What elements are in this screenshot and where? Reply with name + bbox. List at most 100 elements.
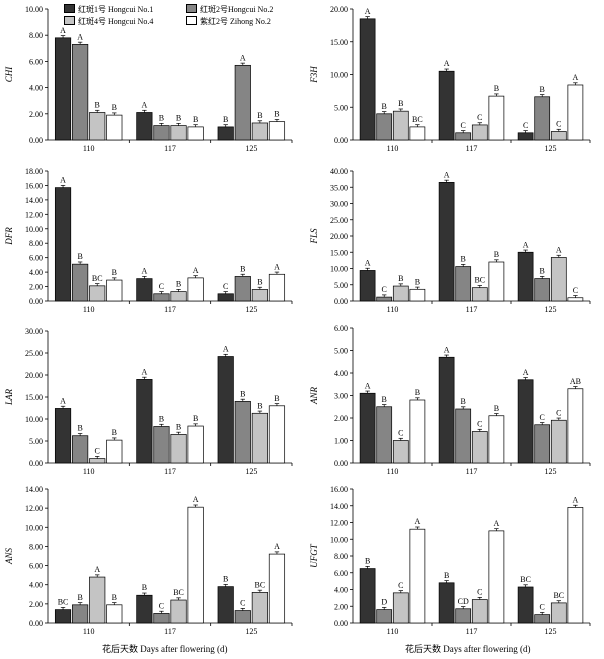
legend-swatch-hongcui-2 [186, 4, 197, 13]
anr-x-tick-label: 110 [387, 467, 399, 476]
f3h-bar [550, 131, 567, 141]
ufgt-bar [517, 586, 534, 624]
ans-bar [234, 610, 251, 624]
dfr-bar [234, 276, 251, 302]
legend-item-hongcui-2: 红斑2号Hongcui No.2 [186, 4, 273, 15]
chi-significance-label: B [159, 114, 164, 123]
ufgt-x-tick-label: 110 [387, 627, 399, 636]
fls-significance-label: B [540, 267, 545, 276]
f3h-significance-label: BC [412, 115, 423, 124]
chi-bar [187, 126, 204, 141]
f3h-y-tick-label: 10.00 [330, 71, 348, 80]
f3h-x-tick-label: 110 [387, 144, 399, 153]
lar-y-tick-label: 0.00 [29, 459, 43, 468]
fls-bar [376, 296, 393, 302]
f3h-y-tick-label: 15.00 [330, 38, 348, 47]
ans-bar [187, 506, 204, 624]
chi-x-tick-label: 110 [83, 144, 95, 153]
dfr-significance-label: C [159, 282, 164, 291]
chi-significance-label: A [240, 53, 246, 62]
chi-significance-label: A [60, 26, 66, 35]
fls-y-tick-label: 25.00 [330, 216, 348, 225]
dfr-x-tick-label: 117 [164, 305, 176, 314]
lar-bar [217, 356, 234, 464]
ufgt-y-tick-label: 16.00 [330, 485, 348, 494]
fls-bar [438, 182, 455, 302]
dfr-y-axis-label: DFR [4, 227, 14, 246]
chi-bar [136, 112, 153, 141]
ans-bar [268, 553, 286, 624]
f3h-y-tick-label: 5.00 [334, 103, 348, 112]
anr-significance-label: C [398, 429, 403, 438]
anr-y-tick-label: 5.00 [334, 347, 348, 356]
fls-bar [567, 297, 584, 302]
chi-y-tick-label: 8.00 [29, 31, 43, 40]
dfr-y-tick-label: 18.00 [25, 167, 43, 176]
lar-significance-label: B [77, 424, 82, 433]
f3h-significance-label: B [494, 84, 499, 93]
fls-significance-label: C [382, 285, 387, 294]
ufgt-bar [376, 609, 393, 624]
ufgt-y-tick-label: 8.00 [334, 552, 348, 561]
fls-significance-label: A [556, 245, 562, 254]
chi-y-axis-label: CHI [4, 66, 14, 83]
dfr-y-tick-label: 2.00 [29, 283, 43, 292]
anr-bar [376, 406, 393, 464]
ans-bar [153, 613, 170, 624]
ufgt-y-tick-label: 4.00 [334, 586, 348, 595]
f3h-bar [455, 132, 472, 141]
f3h-bar [376, 113, 393, 141]
ufgt-y-tick-label: 0.00 [334, 619, 348, 628]
f3h-bar [471, 124, 488, 141]
anr-significance-label: AB [570, 377, 581, 386]
ans-bar [251, 592, 268, 624]
dfr-y-tick-label: 14.00 [25, 196, 43, 205]
lar-bar [268, 405, 286, 464]
ufgt-significance-label: B [365, 557, 370, 566]
ufgt-bar [359, 568, 376, 624]
ans-y-tick-label: 2.00 [29, 600, 43, 609]
fls-significance-label: BC [474, 276, 485, 285]
chi-y-tick-label: 6.00 [29, 57, 43, 66]
legend-label-hongcui-4: 红斑4号 Hongcui No.4 [78, 17, 154, 26]
dfr-significance-label: A [274, 262, 280, 271]
ufgt-bar [455, 608, 472, 624]
dfr-significance-label: B [240, 264, 245, 273]
lar-significance-label: B [257, 401, 262, 410]
dfr-y-tick-label: 16.00 [25, 181, 43, 190]
dfr-significance-label: B [77, 252, 82, 261]
fls-significance-label: A [365, 258, 371, 267]
ufgt-bar [438, 582, 455, 624]
dfr-y-tick-label: 8.00 [29, 239, 43, 248]
anr-bar [359, 392, 376, 464]
ans-y-tick-label: 10.00 [25, 523, 43, 532]
anr-y-tick-label: 4.00 [334, 369, 348, 378]
f3h-bar [409, 126, 426, 141]
lar-significance-label: A [60, 396, 66, 405]
legend-label-hongcui-1: 红斑1号 Hongcui No.1 [78, 5, 154, 14]
ans-bar [170, 599, 187, 624]
dfr-significance-label: A [193, 266, 199, 275]
anr-bar [517, 379, 534, 464]
anr-significance-label: A [523, 368, 529, 377]
ufgt-y-tick-label: 10.00 [330, 535, 348, 544]
legend-swatch-hongcui-4 [64, 16, 75, 25]
ans-significance-label: C [159, 601, 164, 610]
lar-bar [251, 412, 268, 464]
anr-y-tick-label: 3.00 [334, 392, 348, 401]
dfr-bar [170, 291, 187, 302]
ans-bar [217, 586, 234, 624]
dfr-y-tick-label: 10.00 [25, 225, 43, 234]
ans-y-tick-label: 12.00 [25, 504, 43, 513]
ufgt-x-tick-label: 117 [466, 627, 478, 636]
anr-significance-label: A [365, 381, 371, 390]
ufgt-bar [488, 530, 505, 624]
dfr-bar [268, 273, 286, 302]
ufgt-bar [392, 592, 409, 624]
legend-swatch-hongcui-1 [64, 4, 75, 13]
lar-significance-label: A [223, 345, 229, 354]
chi-bar [72, 44, 89, 141]
lar-significance-label: A [141, 367, 147, 376]
ufgt-y-tick-label: 2.00 [334, 602, 348, 611]
f3h-significance-label: B [540, 85, 545, 94]
